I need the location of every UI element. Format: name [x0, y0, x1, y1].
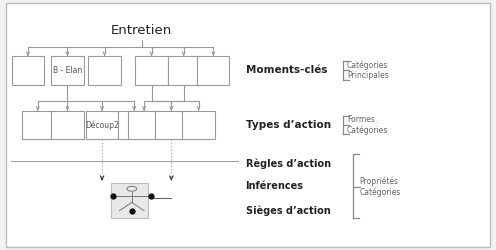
- FancyBboxPatch shape: [168, 56, 200, 84]
- Text: Formes
Catégories: Formes Catégories: [347, 115, 388, 135]
- FancyBboxPatch shape: [155, 111, 187, 139]
- FancyBboxPatch shape: [197, 56, 230, 84]
- FancyBboxPatch shape: [86, 111, 118, 139]
- FancyBboxPatch shape: [12, 56, 44, 84]
- FancyBboxPatch shape: [135, 56, 168, 84]
- FancyBboxPatch shape: [128, 111, 160, 139]
- Text: B - Elan: B - Elan: [53, 66, 82, 75]
- FancyBboxPatch shape: [118, 111, 150, 139]
- FancyBboxPatch shape: [111, 184, 148, 218]
- FancyBboxPatch shape: [5, 3, 491, 247]
- Text: Découp2: Découp2: [85, 120, 119, 130]
- Text: Catégories
Principales: Catégories Principales: [347, 60, 389, 80]
- Text: Règles d’action: Règles d’action: [246, 158, 331, 169]
- Text: Types d’action: Types d’action: [246, 120, 331, 130]
- Text: Entretien: Entretien: [111, 24, 172, 37]
- Text: Inférences: Inférences: [246, 181, 304, 191]
- FancyBboxPatch shape: [88, 56, 121, 84]
- FancyBboxPatch shape: [183, 111, 215, 139]
- FancyBboxPatch shape: [22, 111, 54, 139]
- FancyBboxPatch shape: [52, 56, 83, 84]
- Text: Moments-clés: Moments-clés: [246, 65, 327, 75]
- FancyBboxPatch shape: [52, 111, 83, 139]
- Text: Sièges d’action: Sièges d’action: [246, 206, 330, 216]
- Text: Propriétés
Catégories: Propriétés Catégories: [359, 177, 401, 198]
